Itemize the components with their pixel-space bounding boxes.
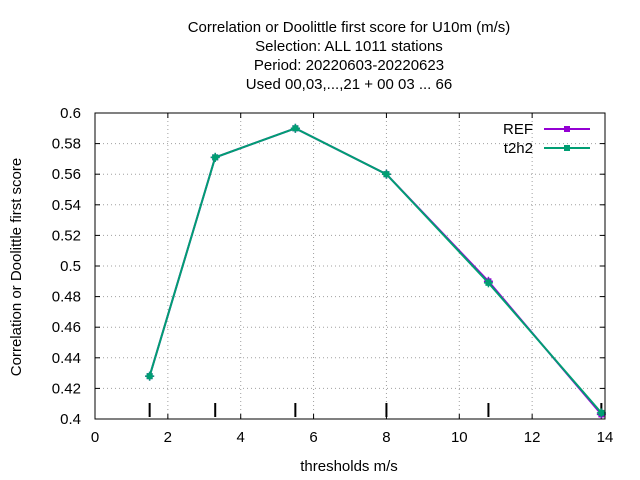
x-tick-label: 0 <box>91 429 99 446</box>
y-tick-label: 0.58 <box>52 136 81 153</box>
legend: REF t2h2 <box>503 121 590 157</box>
x-tick-label: 10 <box>451 429 468 446</box>
y-tick-label: 0.44 <box>52 350 81 367</box>
series-line-t2h2 <box>148 127 603 414</box>
y-axis-label: Correlation or Doolittle first score <box>8 158 25 376</box>
y-tick-label: 0.56 <box>52 166 81 183</box>
y-axis-ticks: 0.4 0.42 0.44 0.46 0.48 0.5 0.52 0.54 0.56 0.58 0.… <box>52 105 605 428</box>
plot-frame <box>94 112 606 420</box>
grid <box>95 113 605 419</box>
threshold-markers <box>148 403 603 417</box>
title-line-2: Selection: ALL 1011 stations <box>255 38 443 55</box>
x-tick-label: 2 <box>164 429 172 446</box>
x-tick-label: 6 <box>309 429 317 446</box>
y-tick-label: 0.42 <box>52 380 81 397</box>
legend-marker-ref <box>564 126 570 132</box>
chart-title: Correlation or Doolittle first score for… <box>188 19 511 93</box>
y-tick-label: 0.5 <box>60 258 81 275</box>
legend-label-ref: REF <box>503 121 533 138</box>
title-line-1: Correlation or Doolittle first score for… <box>188 19 511 36</box>
title-line-3: Period: 20220603-20220623 <box>254 57 444 74</box>
y-tick-label: 0.52 <box>52 227 81 244</box>
y-tick-label: 0.54 <box>52 197 81 214</box>
legend-marker-t2h2 <box>564 145 570 151</box>
series-line-ref <box>148 127 603 416</box>
y-tick-label: 0.46 <box>52 319 81 336</box>
x-tick-label: 14 <box>597 429 614 446</box>
x-axis-ticks: 0 2 4 6 8 10 12 14 <box>91 113 614 446</box>
data-series <box>145 123 606 419</box>
x-axis-label: thresholds m/s <box>300 458 398 475</box>
legend-label-t2h2: t2h2 <box>504 140 533 157</box>
x-tick-label: 4 <box>237 429 245 446</box>
y-tick-label: 0.6 <box>60 105 81 122</box>
x-tick-label: 12 <box>524 429 541 446</box>
y-tick-label: 0.4 <box>60 411 81 428</box>
y-tick-label: 0.48 <box>52 289 81 306</box>
title-line-4: Used 00,03,...,21 + 00 03 ... 66 <box>246 76 452 93</box>
x-tick-label: 8 <box>382 429 390 446</box>
